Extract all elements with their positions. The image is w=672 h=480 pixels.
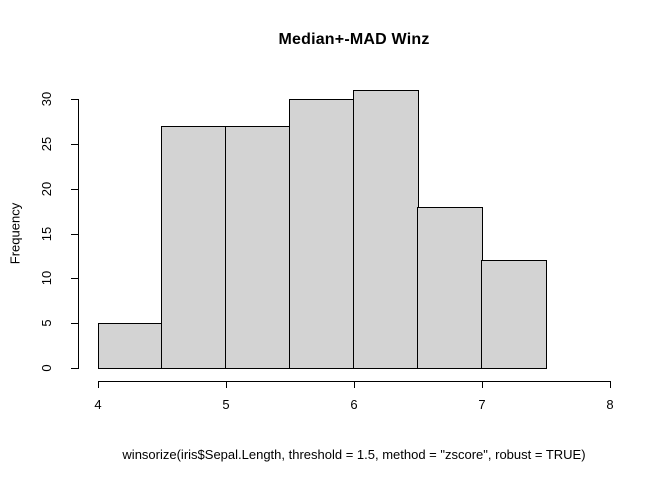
histogram-bar bbox=[161, 126, 227, 369]
y-axis-line bbox=[78, 99, 79, 369]
y-tick-label: 10 bbox=[39, 270, 54, 286]
x-tick-label: 7 bbox=[478, 397, 486, 412]
y-tick bbox=[71, 323, 78, 324]
histogram-bar bbox=[225, 126, 291, 369]
y-tick-label: 15 bbox=[39, 226, 54, 242]
chart-title: Median+-MAD Winz bbox=[278, 31, 430, 48]
y-tick-label: 25 bbox=[39, 136, 54, 152]
y-tick bbox=[71, 278, 78, 279]
histogram-bar bbox=[481, 260, 547, 369]
x-tick-label: 6 bbox=[350, 397, 358, 412]
y-tick-label: 30 bbox=[39, 91, 54, 107]
y-tick bbox=[71, 144, 78, 145]
x-tick bbox=[226, 381, 227, 388]
x-tick-label: 8 bbox=[606, 397, 614, 412]
y-tick bbox=[71, 234, 78, 235]
x-tick-label: 5 bbox=[222, 397, 230, 412]
y-tick-label: 5 bbox=[39, 319, 54, 327]
y-tick bbox=[71, 189, 78, 190]
y-tick bbox=[71, 99, 78, 100]
y-tick-label: 20 bbox=[39, 181, 54, 197]
x-tick bbox=[610, 381, 611, 388]
x-tick bbox=[354, 381, 355, 388]
histogram-bar bbox=[98, 323, 163, 369]
histogram-bar bbox=[289, 99, 355, 369]
x-tick-label: 4 bbox=[94, 397, 102, 412]
x-axis-caption: winsorize(iris$Sepal.Length, threshold =… bbox=[122, 447, 586, 462]
histogram-bar bbox=[353, 90, 419, 369]
x-tick bbox=[98, 381, 99, 388]
x-tick bbox=[482, 381, 483, 388]
y-axis-label: Frequency bbox=[7, 202, 23, 265]
y-tick-label: 0 bbox=[39, 364, 54, 372]
histogram-bar bbox=[417, 207, 483, 369]
y-tick bbox=[71, 368, 78, 369]
